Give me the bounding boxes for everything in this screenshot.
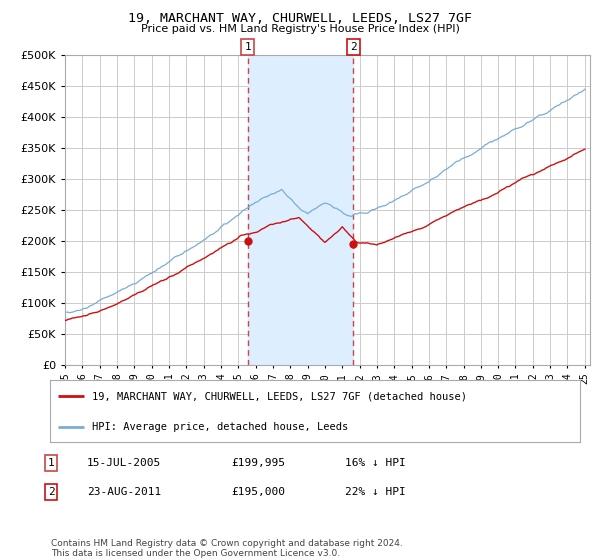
Text: 15-JUL-2005: 15-JUL-2005 <box>87 458 161 468</box>
Text: 1: 1 <box>47 458 55 468</box>
Text: 22% ↓ HPI: 22% ↓ HPI <box>345 487 406 497</box>
Text: 16% ↓ HPI: 16% ↓ HPI <box>345 458 406 468</box>
Text: Price paid vs. HM Land Registry's House Price Index (HPI): Price paid vs. HM Land Registry's House … <box>140 24 460 34</box>
Bar <box>248 55 353 365</box>
Text: £195,000: £195,000 <box>231 487 285 497</box>
Text: £199,995: £199,995 <box>231 458 285 468</box>
Text: 23-AUG-2011: 23-AUG-2011 <box>87 487 161 497</box>
Text: 19, MARCHANT WAY, CHURWELL, LEEDS, LS27 7GF (detached house): 19, MARCHANT WAY, CHURWELL, LEEDS, LS27 … <box>92 391 467 401</box>
Text: 2: 2 <box>47 487 55 497</box>
Text: 1: 1 <box>244 42 251 52</box>
Text: HPI: Average price, detached house, Leeds: HPI: Average price, detached house, Leed… <box>92 422 349 432</box>
Text: 19, MARCHANT WAY, CHURWELL, LEEDS, LS27 7GF: 19, MARCHANT WAY, CHURWELL, LEEDS, LS27 … <box>128 12 472 25</box>
Text: Contains HM Land Registry data © Crown copyright and database right 2024.
This d: Contains HM Land Registry data © Crown c… <box>51 539 403 558</box>
Text: 2: 2 <box>350 42 357 52</box>
